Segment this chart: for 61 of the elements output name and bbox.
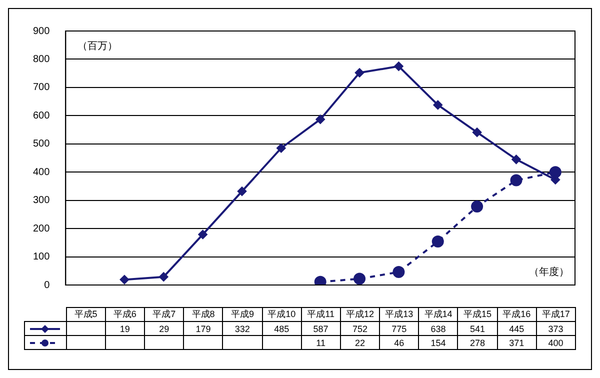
- data-label: 19: [105, 322, 145, 336]
- y-tick-label: 800: [32, 54, 50, 65]
- data-label: 278: [458, 336, 498, 350]
- point: [355, 68, 364, 78]
- data-label: 371: [497, 336, 536, 350]
- point: [433, 100, 442, 110]
- x-tick-label: 平成11: [301, 308, 340, 322]
- x-tick-label: 平成6: [105, 308, 145, 322]
- data-label: 445: [497, 322, 536, 336]
- y-tick-label: 100: [32, 252, 50, 263]
- y-tick-label: 700: [32, 82, 50, 94]
- point: [512, 154, 521, 164]
- y-tick-label: 600: [32, 110, 50, 122]
- data-label: 541: [458, 322, 498, 336]
- point: [276, 144, 286, 153]
- data-label: 587: [301, 322, 340, 336]
- data-label: 29: [144, 322, 184, 336]
- x-tick-label: 平成17: [536, 308, 576, 322]
- data-label: 400: [536, 336, 576, 350]
- point: [237, 186, 246, 196]
- point: [472, 128, 482, 137]
- x-tick-label: 平成12: [340, 308, 380, 322]
- x-tick-label: 平成8: [184, 308, 223, 322]
- y-tick-label: 400: [32, 166, 50, 178]
- data-label: 775: [380, 322, 419, 336]
- x-tick-label: 平成14: [418, 308, 458, 322]
- point: [316, 114, 325, 124]
- point: [510, 174, 522, 186]
- y-tick-label: 0: [44, 280, 50, 291]
- data-label: 373: [536, 322, 576, 336]
- x-tick-label: 平成10: [262, 308, 302, 322]
- point: [394, 62, 404, 71]
- data-label: 485: [262, 322, 302, 336]
- y-tick-label: 900: [32, 26, 50, 37]
- point: [549, 166, 562, 178]
- data-label: 22: [340, 336, 380, 350]
- data-label: 752: [340, 322, 380, 336]
- y-tick-label: 500: [32, 138, 50, 150]
- point: [432, 236, 444, 248]
- data-label: 638: [418, 322, 458, 336]
- y-tick-label: 200: [32, 223, 50, 234]
- data-label: 154: [418, 336, 458, 350]
- x-tick-label: 平成9: [222, 308, 262, 322]
- x-tick-label: 平成13: [380, 308, 419, 322]
- x-tick-label: 平成16: [497, 308, 536, 322]
- annotation: （百万）: [78, 41, 118, 52]
- point: [392, 266, 405, 278]
- x-tick-label: 平成7: [144, 308, 184, 322]
- point: [354, 272, 366, 285]
- data-label: 11: [301, 336, 340, 350]
- point: [198, 230, 208, 239]
- data-label: 46: [380, 336, 419, 350]
- point: [471, 200, 484, 213]
- data-label: 332: [222, 322, 262, 336]
- point: [159, 272, 168, 282]
- annotation: （年度）: [529, 266, 569, 278]
- y-tick-label: 300: [32, 195, 50, 206]
- point: [120, 275, 129, 284]
- data-label: 179: [184, 322, 223, 336]
- x-tick-label: 平成5: [66, 308, 106, 322]
- x-tick-label: 平成15: [458, 308, 498, 322]
